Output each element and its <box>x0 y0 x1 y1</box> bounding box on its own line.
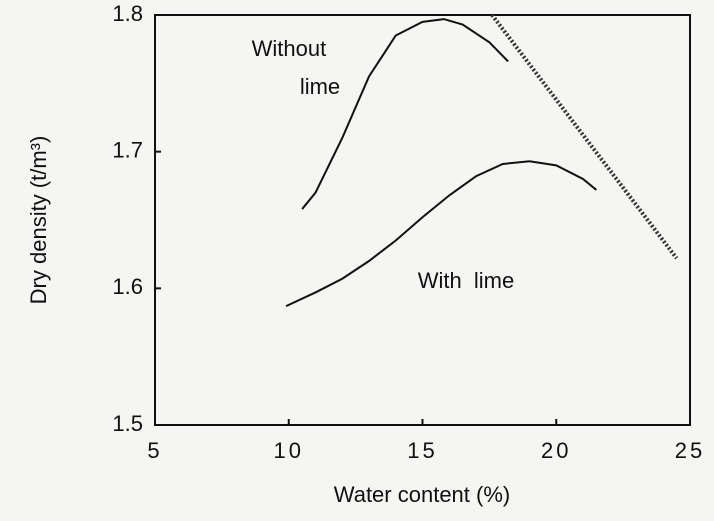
series-label: With lime <box>418 268 514 293</box>
y-axis-label: Dry density (t/m³) <box>26 136 51 305</box>
curve <box>285 160 598 308</box>
x-tick-label: 20 <box>541 438 571 463</box>
series-label: Without lime <box>252 36 341 99</box>
x-tick-label: 10 <box>274 438 304 463</box>
y-tick-label: 1.6 <box>112 274 143 299</box>
x-axis-label: Water content (%) <box>334 482 510 507</box>
plot-frame <box>154 14 691 426</box>
x-tick-label: 5 <box>147 438 162 463</box>
x-tick-label: 15 <box>407 438 437 463</box>
y-tick-label: 1.7 <box>112 137 143 162</box>
y-tick-label: 1.8 <box>112 1 143 26</box>
y-tick-label: 1.5 <box>112 411 143 436</box>
dotted-line <box>490 13 679 260</box>
x-tick-label: 25 <box>675 438 705 463</box>
curve <box>301 18 509 210</box>
